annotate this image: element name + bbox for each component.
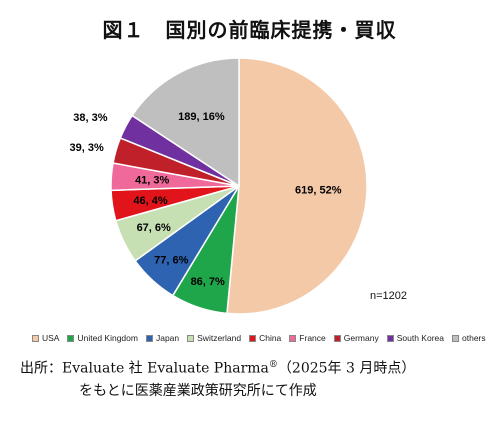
legend-item-others: others bbox=[452, 333, 486, 343]
slice-label-germany: 39, 3% bbox=[70, 142, 104, 154]
legend-label: South Korea bbox=[396, 333, 444, 343]
legend-swatch bbox=[289, 334, 297, 342]
legend-swatch bbox=[67, 334, 75, 342]
legend-swatch bbox=[452, 334, 459, 342]
legend: USA United Kingdom Japan Switzerland China Fr… bbox=[32, 333, 486, 343]
slice-label-china: 46, 4% bbox=[133, 195, 167, 207]
legend-item-south-korea: South Korea bbox=[386, 333, 444, 343]
legend-item-france: France bbox=[289, 333, 326, 343]
slice-label-france: 41, 3% bbox=[135, 175, 169, 187]
legend-swatch bbox=[249, 334, 257, 342]
slice-label-switzerland: 67, 6% bbox=[137, 222, 171, 234]
legend-label: others bbox=[462, 333, 486, 343]
legend-label: Japan bbox=[155, 333, 180, 343]
legend-label: Germany bbox=[343, 333, 379, 343]
legend-item-switzerland: Switzerland bbox=[187, 333, 241, 343]
legend-item-usa: USA bbox=[32, 333, 59, 343]
slice-label-south-korea: 38, 3% bbox=[73, 112, 107, 124]
source-note: 出所：Evaluate 社 Evaluate Pharma®（2025年 3 月… bbox=[20, 354, 490, 402]
source-date-text: （2025年 3 月時点） bbox=[277, 360, 416, 377]
pie-slice-usa bbox=[226, 57, 368, 315]
pie-chart: 619, 52% 86, 7%77, 6% 67, 6% 46, 4% 41, 3% 39… bbox=[70, 57, 368, 315]
legend-swatch bbox=[333, 334, 341, 342]
source-main-text: 出所：Evaluate 社 Evaluate Pharma bbox=[20, 360, 269, 377]
slice-label-united-kingdom: 86, 7% bbox=[191, 276, 225, 288]
legend-label: China bbox=[259, 333, 282, 343]
legend-item-china: China bbox=[249, 333, 281, 343]
legend-label: France bbox=[299, 333, 326, 343]
legend-swatch bbox=[386, 334, 394, 342]
legend-swatch bbox=[145, 334, 153, 342]
legend-label: USA bbox=[42, 333, 60, 343]
legend-swatch bbox=[32, 334, 39, 342]
source-line-1: 出所：Evaluate 社 Evaluate Pharma®（2025年 3 月… bbox=[20, 354, 490, 380]
slice-label-others: 189, 16% bbox=[178, 111, 225, 123]
legend-item-united-kingdom: United Kingdom bbox=[67, 333, 138, 343]
legend-swatch bbox=[187, 334, 195, 342]
legend-item-germany: Germany bbox=[333, 333, 379, 343]
slice-label-japan: 77, 6% bbox=[154, 254, 188, 266]
legend-item-japan: Japan bbox=[145, 333, 180, 343]
total-count-note: n=1202 bbox=[370, 290, 408, 302]
pie-slice-others bbox=[131, 57, 240, 188]
legend-label: United Kingdom bbox=[77, 333, 138, 343]
source-line-2: をもとに医薬産業政策研究所にて作成 bbox=[79, 382, 317, 399]
registered-mark: ® bbox=[268, 360, 278, 370]
chart-title: 図１ 国別の前臨床提携・買収 bbox=[102, 18, 397, 42]
legend-label: Switzerland bbox=[197, 333, 242, 343]
slice-label-usa: 619, 52% bbox=[295, 185, 342, 197]
